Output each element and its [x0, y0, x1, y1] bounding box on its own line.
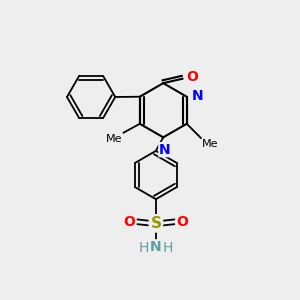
Text: O: O	[176, 215, 188, 229]
Text: S: S	[150, 216, 161, 231]
Text: Me: Me	[106, 134, 122, 144]
Text: N: N	[192, 89, 204, 103]
Text: O: O	[123, 215, 135, 229]
Text: N: N	[150, 240, 162, 254]
Text: H: H	[139, 241, 149, 255]
Text: Me: Me	[202, 140, 219, 149]
Text: N: N	[159, 142, 170, 157]
Text: H: H	[162, 241, 173, 255]
Text: O: O	[186, 70, 198, 84]
